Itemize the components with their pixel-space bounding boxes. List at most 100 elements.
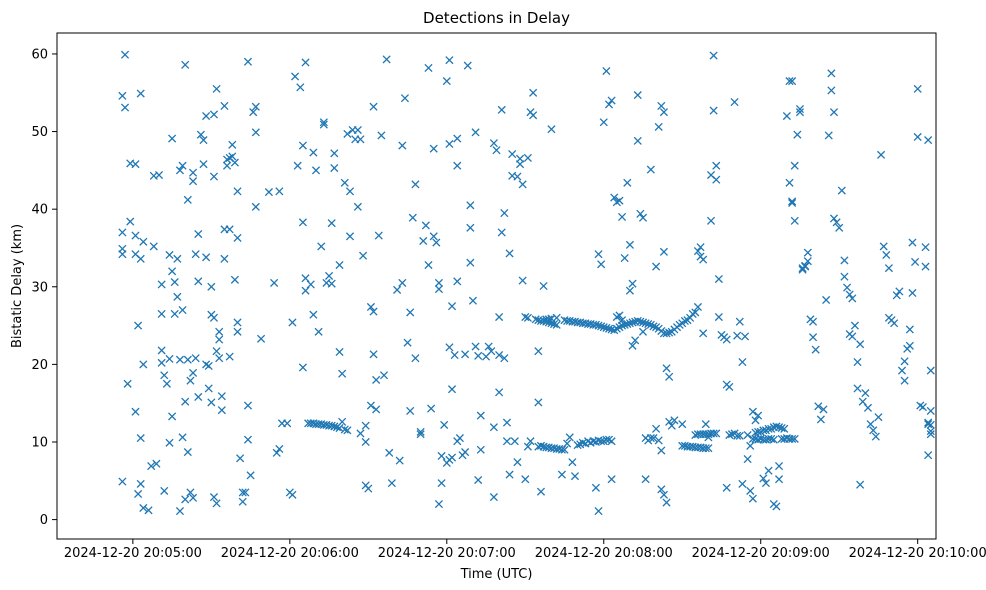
data-point bbox=[924, 451, 933, 460]
data-point bbox=[330, 163, 339, 173]
data-point bbox=[406, 308, 415, 317]
data-point bbox=[175, 507, 185, 516]
data-point bbox=[168, 267, 177, 276]
data-point bbox=[607, 475, 616, 484]
data-point bbox=[604, 100, 614, 109]
data-point bbox=[160, 371, 169, 380]
data-point bbox=[233, 327, 242, 336]
data-point bbox=[445, 56, 454, 65]
data-point bbox=[594, 507, 603, 516]
data-point bbox=[521, 312, 530, 322]
data-point bbox=[615, 311, 624, 320]
data-point bbox=[714, 312, 723, 322]
data-point bbox=[900, 357, 909, 366]
data-point bbox=[840, 272, 849, 281]
data-point bbox=[345, 232, 355, 241]
data-point bbox=[251, 102, 260, 111]
data-point bbox=[665, 417, 674, 426]
data-point bbox=[654, 122, 663, 131]
x-tick-label: 2024-12-20 20:05:00 bbox=[64, 546, 202, 561]
data-point bbox=[657, 101, 666, 111]
data-point bbox=[188, 368, 198, 377]
data-point bbox=[152, 459, 161, 468]
data-point bbox=[120, 50, 130, 59]
data-point bbox=[845, 290, 854, 299]
data-point bbox=[712, 175, 721, 184]
data-point bbox=[356, 429, 365, 438]
data-point bbox=[157, 309, 166, 318]
data-point bbox=[599, 118, 608, 127]
data-point bbox=[625, 286, 634, 295]
data-point bbox=[120, 103, 130, 112]
data-point bbox=[251, 128, 260, 137]
data-point bbox=[557, 470, 566, 479]
data-point bbox=[754, 411, 763, 420]
data-point bbox=[808, 333, 818, 342]
data-point bbox=[434, 500, 444, 509]
data-point bbox=[338, 369, 347, 378]
data-point bbox=[387, 479, 396, 488]
data-point bbox=[186, 488, 195, 497]
data-point bbox=[393, 285, 402, 294]
data-point bbox=[377, 131, 386, 140]
data-point bbox=[777, 423, 786, 433]
data-point bbox=[424, 63, 433, 72]
data-point bbox=[788, 198, 797, 208]
data-point bbox=[309, 148, 318, 157]
data-point bbox=[366, 302, 375, 312]
data-point bbox=[502, 437, 512, 446]
data-point bbox=[751, 416, 760, 425]
data-point bbox=[361, 437, 370, 447]
data-point bbox=[199, 160, 208, 169]
data-point bbox=[134, 321, 143, 330]
data-point bbox=[411, 180, 420, 189]
data-point bbox=[780, 424, 789, 433]
data-point bbox=[453, 277, 462, 286]
data-point bbox=[291, 72, 300, 81]
data-point bbox=[534, 347, 543, 356]
data-point bbox=[408, 213, 417, 222]
data-point bbox=[871, 432, 880, 441]
data-point bbox=[327, 421, 336, 430]
data-point bbox=[301, 274, 310, 283]
data-point bbox=[330, 149, 339, 158]
data-point bbox=[343, 129, 352, 138]
data-point bbox=[139, 503, 148, 513]
data-point bbox=[743, 455, 752, 464]
data-point bbox=[215, 335, 224, 344]
data-point bbox=[178, 305, 187, 315]
data-point bbox=[123, 379, 132, 388]
data-point bbox=[628, 318, 637, 327]
data-point bbox=[633, 91, 642, 100]
data-point bbox=[544, 315, 553, 324]
data-point bbox=[374, 231, 383, 240]
data-point bbox=[476, 411, 485, 420]
data-point bbox=[803, 248, 812, 257]
data-point bbox=[746, 486, 755, 495]
data-point bbox=[746, 441, 755, 450]
data-point bbox=[918, 403, 927, 412]
data-point bbox=[175, 355, 185, 364]
data-point bbox=[233, 187, 242, 196]
data-point bbox=[785, 77, 794, 86]
data-point bbox=[701, 444, 710, 453]
data-point bbox=[230, 158, 239, 167]
data-point bbox=[416, 430, 425, 439]
y-axis-label: Bistatic Delay (km) bbox=[10, 224, 25, 348]
data-point bbox=[220, 101, 229, 111]
data-point bbox=[191, 354, 200, 363]
data-point bbox=[361, 421, 370, 430]
data-point bbox=[628, 341, 637, 350]
data-point bbox=[385, 448, 394, 457]
data-point bbox=[623, 319, 632, 329]
data-point bbox=[644, 319, 653, 329]
data-point bbox=[215, 327, 224, 336]
data-point bbox=[518, 276, 527, 285]
data-point bbox=[455, 434, 464, 443]
data-point bbox=[788, 77, 797, 86]
data-point bbox=[327, 279, 336, 288]
data-point bbox=[505, 470, 514, 479]
data-point bbox=[285, 488, 294, 497]
data-point bbox=[704, 433, 713, 442]
data-point bbox=[319, 118, 328, 127]
